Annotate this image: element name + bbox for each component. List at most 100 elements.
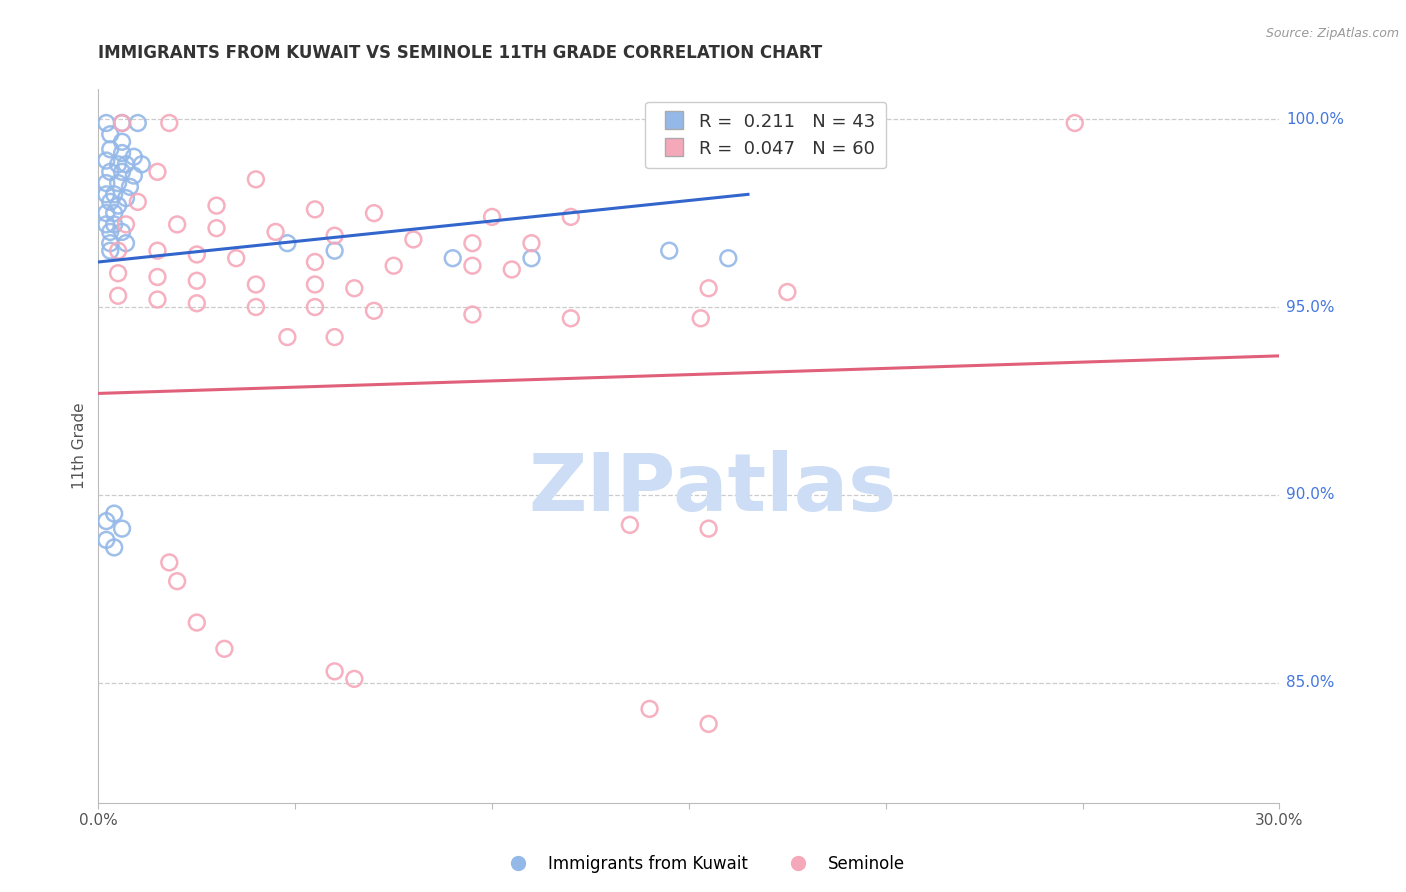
Point (96, 514, 118, 528)
Point (304, 202, 326, 217)
Point (103, 507, 125, 521)
Point (111, 116, 134, 130)
Legend: R =  0.211   N = 43, R =  0.047   N = 60: R = 0.211 N = 43, R = 0.047 N = 60 (645, 102, 886, 169)
Point (205, 199, 228, 213)
Point (697, 281, 720, 295)
Point (103, 541, 125, 555)
Point (111, 146, 134, 161)
Point (245, 172, 267, 186)
Point (107, 176, 129, 190)
Point (98, 165, 121, 179)
Point (245, 300, 267, 314)
Point (323, 665, 346, 679)
Point (115, 191, 138, 205)
Point (96, 187, 118, 202)
Point (343, 672, 366, 686)
Point (214, 641, 236, 656)
Point (103, 206, 125, 220)
Point (560, 311, 582, 326)
Point (146, 270, 169, 285)
Text: ZIPatlas: ZIPatlas (529, 450, 897, 528)
Point (658, 244, 681, 258)
Point (501, 262, 523, 277)
Point (146, 293, 169, 307)
Point (205, 221, 228, 235)
Text: 85.0%: 85.0% (1286, 675, 1334, 690)
Point (98, 128, 121, 142)
Point (186, 615, 208, 630)
Point (166, 574, 188, 589)
Point (560, 210, 582, 224)
Point (461, 259, 484, 273)
Point (98, 244, 121, 258)
Point (382, 259, 405, 273)
Point (146, 244, 169, 258)
Point (186, 247, 208, 261)
Point (461, 308, 484, 322)
Point (118, 179, 141, 194)
Point (638, 702, 661, 716)
Point (276, 236, 298, 251)
Point (146, 165, 169, 179)
Point (111, 225, 134, 239)
Y-axis label: 11th Grade: 11th Grade (72, 402, 87, 490)
Point (520, 251, 543, 265)
Point (115, 236, 138, 251)
Point (717, 251, 740, 265)
Point (98, 142, 121, 156)
Point (697, 717, 720, 731)
Point (245, 277, 267, 292)
Point (186, 274, 208, 288)
Point (96, 116, 118, 130)
Point (127, 116, 149, 130)
Point (111, 165, 134, 179)
Text: 90.0%: 90.0% (1286, 487, 1334, 502)
Point (323, 228, 346, 243)
Point (776, 285, 799, 299)
Point (103, 187, 125, 202)
Legend: Immigrants from Kuwait, Seminole: Immigrants from Kuwait, Seminole (495, 848, 911, 880)
Point (122, 150, 145, 164)
Point (264, 225, 287, 239)
Point (157, 556, 180, 570)
Point (115, 218, 138, 232)
Point (96, 176, 118, 190)
Point (323, 330, 346, 344)
Point (96, 533, 118, 547)
Point (98, 194, 121, 209)
Point (481, 210, 503, 224)
Point (107, 289, 129, 303)
Point (122, 169, 145, 183)
Point (107, 199, 129, 213)
Point (304, 277, 326, 292)
Text: 95.0%: 95.0% (1286, 300, 1334, 315)
Point (304, 255, 326, 269)
Point (157, 116, 180, 130)
Point (111, 522, 134, 536)
Point (363, 303, 385, 318)
Point (619, 517, 641, 532)
Point (402, 232, 425, 246)
Point (225, 251, 247, 265)
Point (111, 116, 134, 130)
Point (304, 300, 326, 314)
Point (96, 206, 118, 220)
Point (441, 251, 464, 265)
Point (363, 206, 385, 220)
Point (111, 135, 134, 149)
Point (115, 157, 138, 171)
Point (127, 194, 149, 209)
Point (107, 266, 129, 280)
Text: IMMIGRANTS FROM KUWAIT VS SEMINOLE 11TH GRADE CORRELATION CHART: IMMIGRANTS FROM KUWAIT VS SEMINOLE 11TH … (98, 45, 823, 62)
Point (276, 330, 298, 344)
Text: 100.0%: 100.0% (1286, 112, 1344, 127)
Point (166, 218, 188, 232)
Point (107, 244, 129, 258)
Point (323, 244, 346, 258)
Point (520, 236, 543, 251)
Point (98, 225, 121, 239)
Point (107, 157, 129, 171)
Point (689, 311, 711, 326)
Point (96, 153, 118, 168)
Point (98, 236, 121, 251)
